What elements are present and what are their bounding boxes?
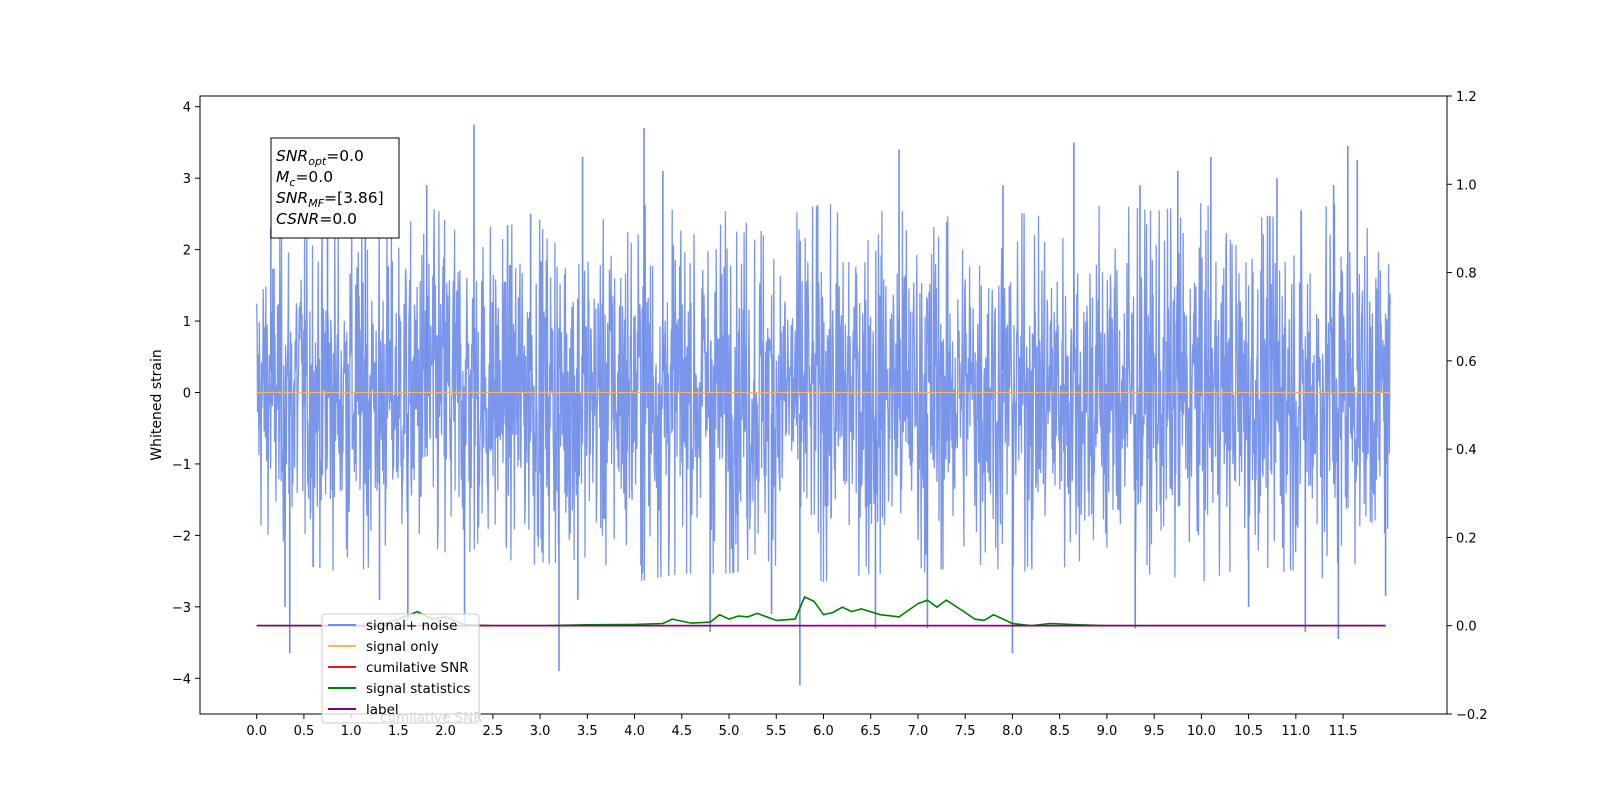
x-tick-label: 5.0	[719, 724, 740, 739]
legend-label: label	[366, 702, 399, 718]
y-tick-label: 1	[183, 315, 191, 330]
x-tick-label: 8.5	[1049, 724, 1070, 739]
x-tick-label: 2.5	[483, 724, 504, 739]
x-tick-label: 9.0	[1097, 724, 1118, 739]
x-tick-label: 6.0	[813, 724, 834, 739]
x-tick-label: 1.0	[341, 724, 362, 739]
y-tick-label: −1	[172, 458, 191, 473]
x-tick-label: 6.5	[860, 724, 881, 739]
y2-tick-label: −0.2	[1456, 708, 1488, 723]
y-tick-label: −3	[172, 601, 191, 616]
x-tick-label: 9.5	[1144, 724, 1165, 739]
y2-tick-label: 0.0	[1456, 620, 1477, 635]
annotation-line: CSNR=0.0	[276, 210, 357, 228]
legend-label: signal+ noise	[366, 618, 457, 634]
legend: cumilative SNR signal+ noise signal only cu…	[321, 613, 483, 726]
x-tick-label: 5.5	[766, 724, 787, 739]
left-y-axis: 4 3 2 1 0 −1 −2 −3 −4	[172, 101, 200, 687]
y2-tick-label: 1.0	[1456, 178, 1477, 193]
x-tick-label: 1.5	[388, 724, 409, 739]
annotation-line: SNRMF=[3.86]	[276, 189, 384, 210]
y-tick-label: 0	[183, 386, 191, 401]
x-tick-label: 3.5	[577, 724, 598, 739]
legend-label: signal only	[366, 639, 439, 655]
x-tick-label: 10.5	[1234, 724, 1263, 739]
y-tick-label: 2	[183, 244, 191, 259]
x-tick-label: 8.0	[1002, 724, 1023, 739]
y-tick-label: −4	[172, 672, 191, 687]
y2-tick-label: 0.8	[1456, 267, 1477, 282]
annotation-frame	[270, 137, 400, 239]
y2-tick-label: 0.4	[1456, 443, 1477, 458]
right-y-axis: 1.2 1.0 0.8 0.6 0.4 0.2 0.0 −0.2	[1447, 90, 1488, 723]
x-tick-label: 11.0	[1281, 724, 1310, 739]
x-tick-label: 4.0	[624, 724, 645, 739]
series-signal-noise	[256, 124, 1391, 686]
x-tick-label: 0.0	[246, 724, 267, 739]
x-axis: 0.0 0.5 1.0 1.5 2.0 2.5 3.0 3.5 4.0 4.5 5.0 5.5 6.0 6…	[246, 714, 1358, 739]
legend-frame	[321, 613, 480, 724]
x-tick-label: 0.5	[294, 724, 315, 739]
x-tick-label: 2.0	[435, 724, 456, 739]
y-tick-label: 4	[183, 101, 191, 116]
x-tick-label: 11.5	[1329, 724, 1358, 739]
series-layer	[256, 124, 1391, 686]
y-tick-label: 3	[183, 172, 191, 187]
x-tick-label: 7.5	[955, 724, 976, 739]
x-tick-label: 7.0	[908, 724, 929, 739]
annotation-line: Mc=0.0	[276, 168, 333, 189]
x-tick-label: 10.0	[1187, 724, 1216, 739]
x-tick-label: 4.5	[671, 724, 692, 739]
y2-tick-label: 1.2	[1456, 90, 1477, 105]
y-tick-label: −2	[172, 529, 191, 544]
legend-ghost-text: cumilative SNR	[380, 710, 483, 726]
y2-tick-label: 0.6	[1456, 355, 1477, 370]
y-axis-title: Whitened strain	[149, 349, 165, 460]
noise-trace	[256, 203, 1391, 583]
x-tick-label: 3.0	[530, 724, 551, 739]
annotation-line: SNRopt=0.0	[276, 147, 364, 168]
legend-label: signal statistics	[366, 681, 470, 697]
legend-label: cumilative SNR	[366, 660, 469, 676]
y2-tick-label: 0.2	[1456, 531, 1477, 546]
